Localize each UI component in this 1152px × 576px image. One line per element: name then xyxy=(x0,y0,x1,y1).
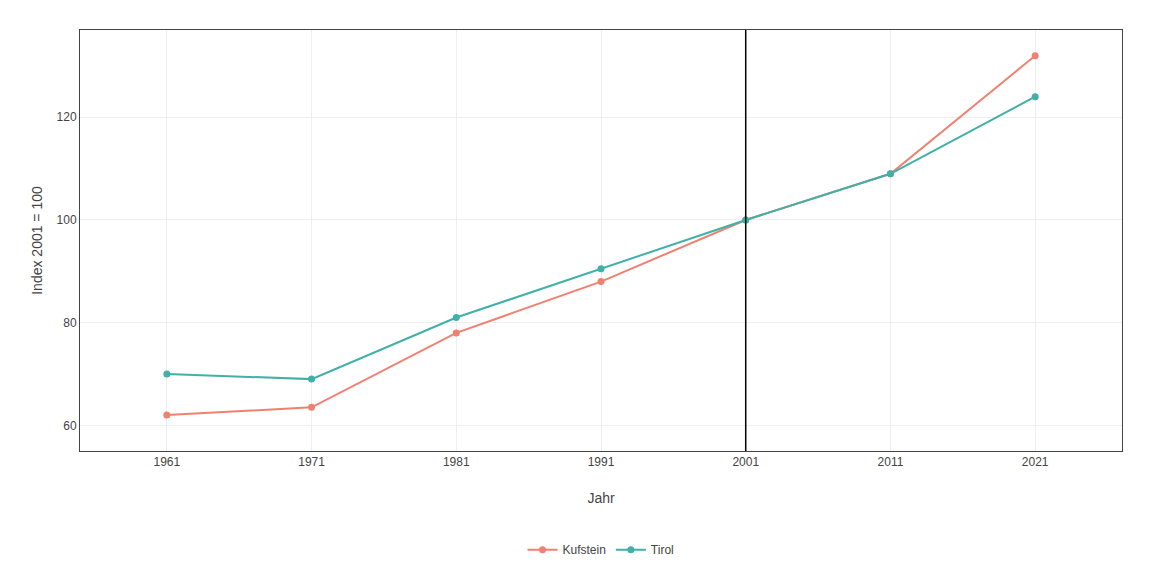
svg-text:1961: 1961 xyxy=(153,455,180,469)
svg-text:100: 100 xyxy=(57,213,77,227)
svg-text:Tirol: Tirol xyxy=(651,543,674,557)
svg-text:1981: 1981 xyxy=(443,455,470,469)
svg-text:1991: 1991 xyxy=(588,455,615,469)
svg-text:2001: 2001 xyxy=(732,455,759,469)
svg-text:120: 120 xyxy=(57,110,77,124)
svg-text:60: 60 xyxy=(63,419,77,433)
svg-text:Index 2001 = 100: Index 2001 = 100 xyxy=(29,186,45,295)
svg-text:Jahr: Jahr xyxy=(587,490,615,506)
svg-text:80: 80 xyxy=(63,316,77,330)
svg-text:2011: 2011 xyxy=(878,455,904,469)
svg-text:2021: 2021 xyxy=(1022,455,1049,469)
svg-text:1971: 1971 xyxy=(298,455,325,469)
svg-text:Kufstein: Kufstein xyxy=(563,543,606,557)
